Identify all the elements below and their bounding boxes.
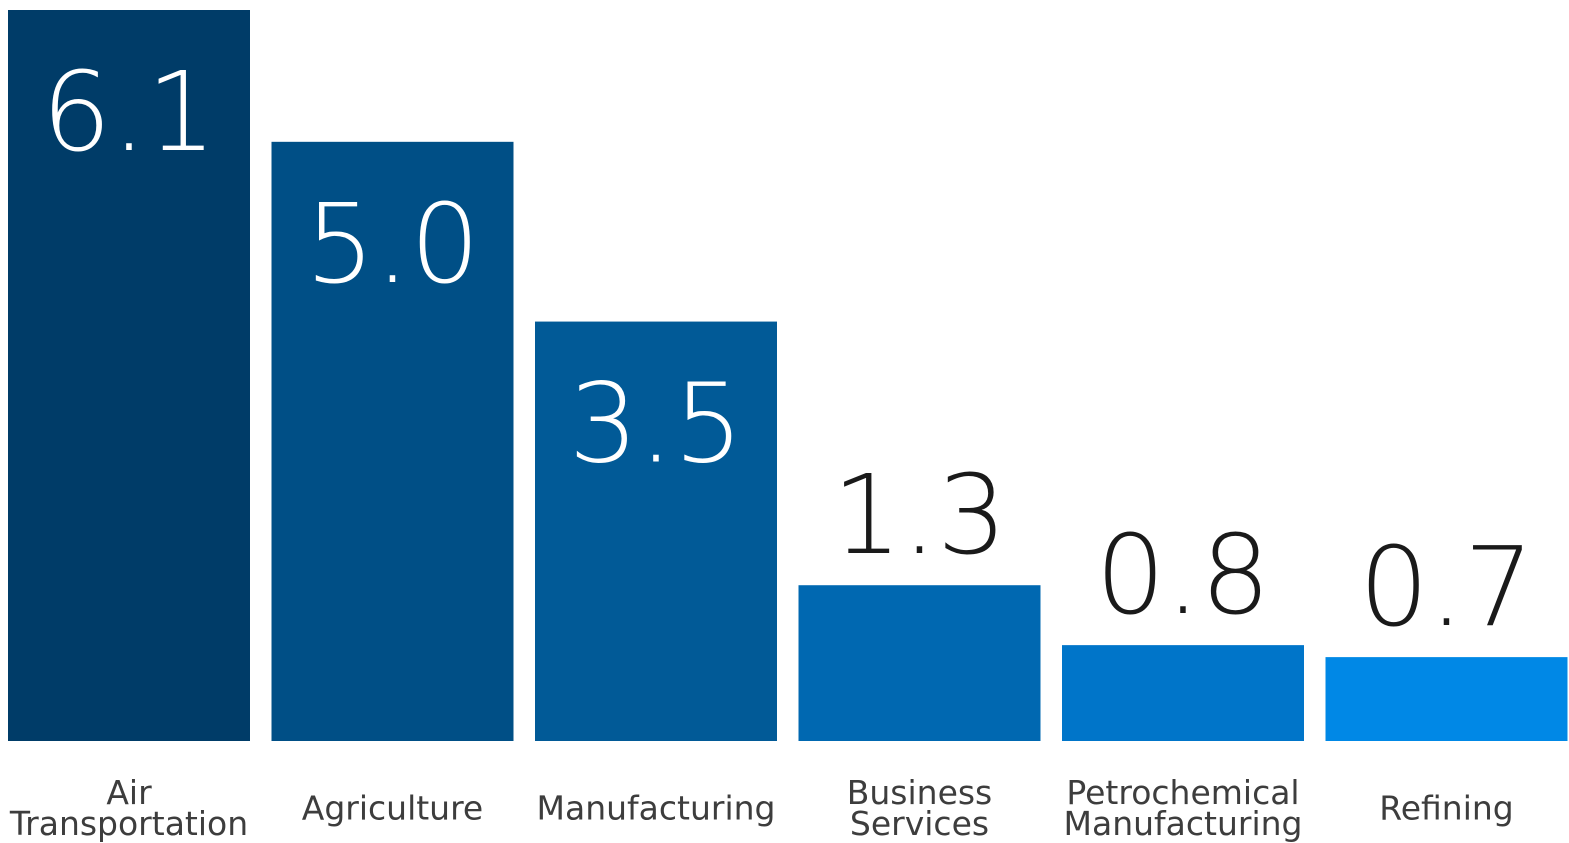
bar-value-label-3: 1.3 (832, 451, 1007, 579)
category-label-line: Business (847, 773, 993, 812)
bar-value-label-4: 0.8 (1096, 511, 1271, 639)
bar-value-label-1: 5.0 (305, 180, 480, 308)
category-labels-layer: Air Transportation Agriculture Manufacturin… (9, 773, 1514, 843)
category-label-line: Air (106, 773, 152, 812)
bar-value-label-0: 6.1 (42, 48, 217, 176)
category-label-line: Refining (1379, 789, 1513, 828)
category-label-line: Manufacturing (1064, 804, 1303, 843)
bar-1 (271, 141, 514, 741)
bar-0 (8, 10, 250, 741)
category-label-line: Manufacturing (537, 789, 776, 828)
category-label-0: Air Transportation (9, 773, 248, 843)
bar-5 (1325, 657, 1568, 741)
value-labels-layer: 6.1 5.0 3.5 1.3 0.8 0.7 (42, 48, 1534, 651)
category-label-2: Manufacturing (537, 789, 776, 828)
bar-value-label-5: 0.7 (1359, 523, 1534, 651)
bars-layer (8, 10, 1568, 741)
category-label-1: Agriculture (302, 789, 483, 828)
category-label-line: Petrochemical (1066, 773, 1299, 812)
bar-3 (798, 585, 1041, 741)
bar-value-label-2: 3.5 (569, 360, 744, 488)
bar-2 (535, 321, 777, 741)
category-label-line: Agriculture (302, 789, 483, 828)
bar-4 (1062, 645, 1304, 741)
category-label-line: Services (850, 804, 989, 843)
category-label-5: Refining (1379, 789, 1513, 828)
category-label-4: Petrochemical Manufacturing (1064, 773, 1303, 843)
category-label-line: Transportation (9, 804, 248, 843)
category-label-3: Business Services (847, 773, 993, 843)
